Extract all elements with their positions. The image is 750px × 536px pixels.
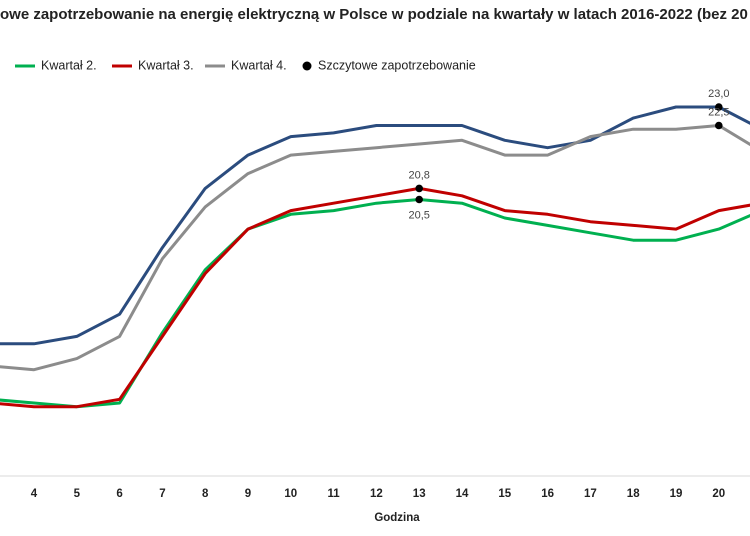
x-tick-label: 17 [584, 488, 597, 500]
x-tick-label: 18 [627, 488, 640, 500]
x-tick-label: 11 [328, 488, 341, 500]
series-line [0, 186, 750, 409]
peak-label: 20,8 [408, 169, 429, 181]
x-tick-label: 13 [413, 488, 426, 500]
x-tick-label: 5 [74, 488, 81, 500]
peak-label: 20,5 [408, 209, 429, 221]
legend-swatch [302, 61, 312, 71]
x-axis-label: Godzina [374, 512, 420, 524]
chart-title: owe zapotrzebowanie na energię elektrycz… [0, 6, 748, 23]
peak-point [415, 184, 424, 193]
legend-label: Kwartał 2. [41, 58, 97, 72]
legend-label: Kwartał 3. [138, 58, 194, 72]
x-tick-label: 16 [541, 488, 554, 500]
x-tick-label: 12 [370, 488, 383, 500]
x-tick-label: 19 [670, 488, 683, 500]
x-tick-label: 20 [712, 488, 725, 500]
peak-point [715, 121, 723, 130]
legend-label: Szczytowe zapotrzebowanie [318, 58, 476, 72]
peak-label: 23,0 [708, 88, 729, 100]
series-line [0, 105, 750, 346]
x-tick-label: 15 [498, 488, 511, 500]
peak-point [715, 103, 723, 111]
series-line [0, 124, 750, 372]
x-tick-label: 9 [245, 488, 251, 500]
x-tick-label: 10 [284, 488, 297, 500]
x-tick-label: 4 [31, 488, 38, 500]
peak-point [415, 195, 424, 204]
legend-label: Kwartał 4. [231, 58, 287, 72]
x-tick-label: 14 [456, 488, 469, 500]
x-tick-label: 7 [159, 488, 165, 500]
x-tick-label: 6 [116, 488, 122, 500]
peak-label: 22,5 [708, 106, 729, 118]
x-tick-label: 8 [202, 488, 209, 500]
series-line [0, 198, 750, 409]
